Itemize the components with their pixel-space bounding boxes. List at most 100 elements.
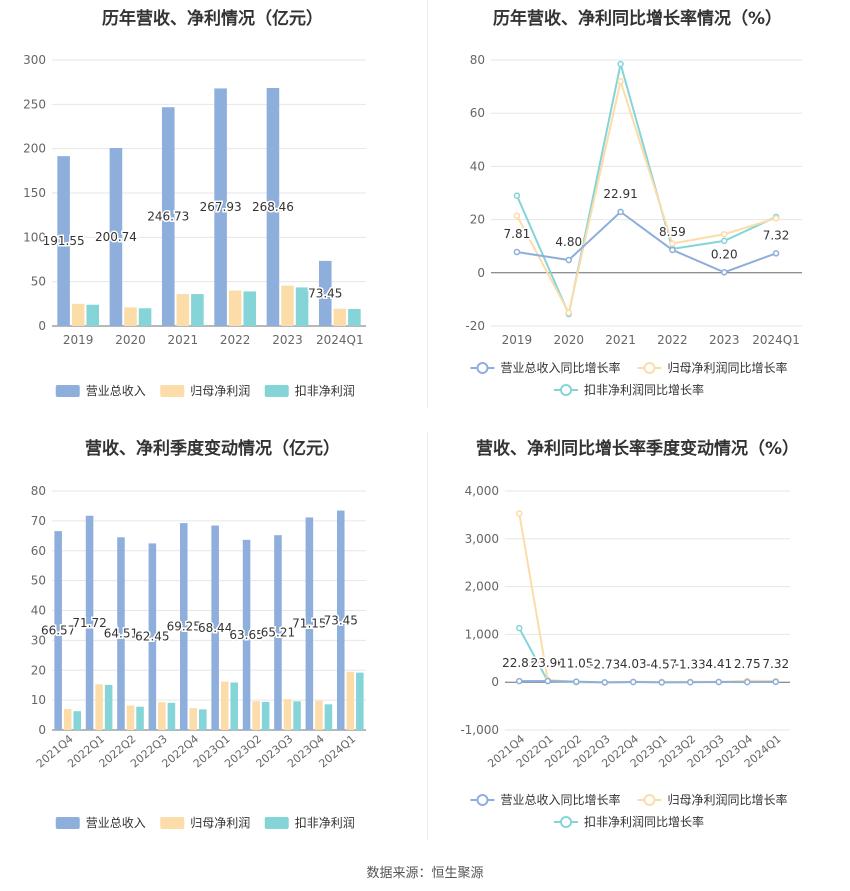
series-line	[516, 210, 777, 274]
bar	[124, 307, 137, 326]
data-point	[565, 256, 572, 264]
legend-marker-swatch	[643, 362, 656, 374]
legend-label: 营业总收入	[86, 816, 146, 830]
data-label: 0.20	[711, 247, 738, 261]
data-label: 22.91	[603, 187, 637, 201]
data-point	[772, 678, 779, 686]
y-tick-label: 0	[38, 319, 46, 333]
bar	[199, 709, 207, 730]
data-source: 数据来源：恒生聚源	[366, 866, 484, 881]
y-tick-label: 0	[477, 266, 485, 280]
y-tick-label: 40	[31, 604, 46, 618]
data-point	[715, 678, 722, 686]
bar	[336, 510, 345, 730]
bar	[261, 701, 270, 730]
bar	[95, 684, 103, 730]
data-label: 65.21	[261, 626, 295, 640]
legend-swatch	[55, 817, 80, 829]
x-tick-label: 2024Q1	[316, 333, 364, 347]
data-point	[565, 309, 572, 316]
data-label: 66.57	[41, 624, 75, 638]
data-label: 191.55	[43, 234, 85, 248]
y-tick-label: 20	[31, 663, 46, 677]
chart-svg: 010203040506070802021Q42022Q12022Q22022Q…	[31, 484, 366, 830]
legend-marker-swatch	[643, 794, 656, 806]
y-tick-label: 20	[470, 213, 485, 227]
y-tick-label: 200	[23, 142, 46, 156]
data-label: 200.74	[95, 230, 137, 244]
quarterly-revenue-profit-chart: 营收、净利季度变动情况（亿元） 0 10 20 30 40 50 60 70 80 2021Q4 2…	[0, 430, 425, 860]
data-label: 7.32	[762, 657, 789, 671]
series-line	[516, 77, 777, 316]
x-tick-label: 2021	[605, 333, 636, 347]
legend-label: 营业总收入	[86, 384, 146, 398]
bar	[86, 304, 100, 326]
data-label: 11.05	[559, 657, 593, 671]
chart-title: 营收、净利同比增长率季度变动情况（%）	[475, 439, 800, 459]
y-tick-label: 30	[31, 633, 46, 647]
legend-label: 营业总收入同比增长率	[501, 792, 621, 807]
legend-label: 归母净利润同比增长率	[668, 792, 788, 807]
y-tick-label: 300	[23, 53, 46, 67]
bar	[243, 291, 257, 326]
bar	[252, 701, 260, 730]
data-point	[772, 250, 780, 257]
bar	[242, 539, 251, 730]
y-tick-label: 250	[23, 97, 46, 111]
data-label: 268.46	[252, 200, 294, 214]
data-point	[669, 246, 676, 254]
data-label: 71.15	[292, 617, 326, 631]
data-label: 71.72	[72, 616, 106, 630]
bar	[305, 517, 314, 730]
data-label: 22.83	[502, 656, 536, 670]
chart-svg: -1,00001,0002,0003,0004,0002021Q42022Q12…	[460, 484, 790, 829]
data-point	[516, 624, 523, 632]
bar	[117, 537, 125, 730]
legend-label: 扣非净利润同比增长率	[584, 814, 704, 829]
data-label: 62.45	[135, 630, 169, 644]
bar	[211, 525, 219, 730]
x-tick-label: 2019	[502, 333, 533, 347]
legend-swatch	[264, 385, 289, 397]
divider-top	[427, 0, 428, 408]
bar	[324, 704, 333, 730]
bar	[54, 531, 62, 730]
divider-bottom	[427, 432, 428, 840]
x-tick-label: 2022	[657, 333, 688, 347]
y-tick-label: 60	[470, 106, 485, 120]
data-point	[513, 192, 521, 199]
y-tick-label: 80	[31, 484, 46, 498]
bar	[176, 294, 190, 326]
data-label: 246.73	[147, 210, 189, 224]
y-tick-label: 0	[491, 675, 499, 689]
bar	[104, 684, 113, 730]
bar	[179, 523, 188, 730]
bar	[189, 708, 198, 730]
x-tick-label: 2024Q1	[752, 333, 800, 347]
chart-title: 历年营收、净利同比增长率情况（%）	[492, 9, 783, 29]
data-point	[544, 677, 551, 685]
y-tick-label: 50	[31, 275, 46, 289]
bar	[191, 294, 204, 326]
chart-title: 营收、净利季度变动情况（亿元）	[85, 439, 340, 459]
bar	[63, 709, 72, 730]
legend-label: 归母净利润	[190, 384, 250, 398]
legend-marker-swatch	[476, 794, 489, 806]
bar	[220, 681, 229, 730]
y-tick-label: 150	[23, 186, 46, 200]
annual-revenue-profit-chart: 历年营收、净利情况（亿元） 0 50 100 150 200 250 300 2019 2020…	[0, 0, 425, 430]
bar	[281, 285, 294, 326]
data-point	[516, 677, 523, 685]
series-line	[519, 680, 776, 684]
data-label: 2.75	[734, 657, 761, 671]
bar	[73, 711, 82, 730]
y-tick-label: 0	[38, 723, 46, 737]
bar	[318, 260, 332, 326]
y-tick-label: 80	[470, 53, 485, 67]
data-point	[772, 215, 780, 222]
bar	[57, 156, 70, 326]
legend-label: 归母净利润	[190, 816, 250, 830]
data-label: 64.51	[104, 627, 138, 641]
bar	[126, 705, 135, 730]
data-label: 63.65	[229, 628, 263, 642]
